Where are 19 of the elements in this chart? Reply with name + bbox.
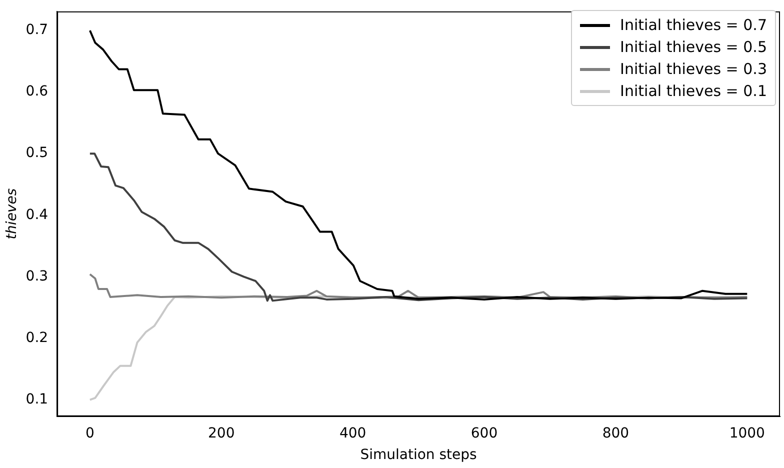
x-tick-label: 1000	[729, 425, 765, 442]
x-tick-label: 400	[339, 425, 366, 442]
legend-label: Initial thieves = 0.3	[620, 59, 767, 80]
x-tick-label: 200	[208, 425, 235, 442]
y-tick-label: 0.1	[26, 391, 48, 408]
y-tick-label: 0.7	[26, 22, 48, 38]
x-tick-label: 600	[470, 425, 498, 442]
legend-label: Initial thieves = 0.1	[620, 81, 767, 102]
legend-label: Initial thieves = 0.7	[620, 15, 767, 36]
x-tick-label: 800	[602, 425, 630, 442]
x-tick-label: 0	[85, 425, 94, 442]
y-tick-label: 0.6	[26, 84, 48, 100]
y-tick-label: 0.4	[26, 206, 48, 223]
x-axis-title: Simulation steps	[360, 447, 477, 464]
y-axis-title: thieves	[4, 188, 20, 240]
y-tick-label: 0.5	[26, 145, 48, 162]
legend-label: Initial thieves = 0.5	[620, 37, 767, 58]
y-tick-label: 0.3	[26, 268, 48, 284]
y-tick-label: 0.2	[26, 330, 48, 346]
